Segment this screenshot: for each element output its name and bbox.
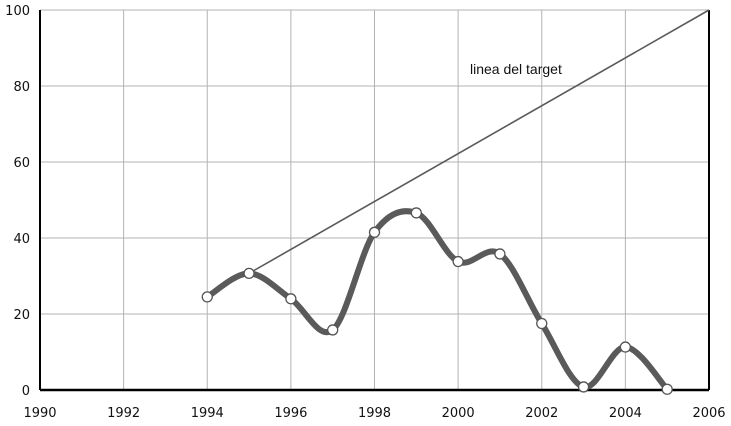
data-point <box>661 383 673 395</box>
y-tick-label: 20 <box>13 308 30 323</box>
x-tick-label: 1998 <box>358 406 391 421</box>
data-point <box>285 293 297 305</box>
data-point <box>368 226 381 238</box>
target-line-group <box>248 9 710 275</box>
x-tick-label: 1996 <box>274 406 307 421</box>
x-tick-label: 2000 <box>442 406 475 421</box>
data-point <box>536 317 548 330</box>
data-point <box>619 341 632 353</box>
grid-lines <box>40 9 710 390</box>
data-point <box>452 255 464 268</box>
y-tick-label: 0 <box>22 384 30 399</box>
x-tick-label: 2002 <box>525 406 558 421</box>
data-point <box>327 324 339 336</box>
y-tick-label: 60 <box>13 156 30 171</box>
tick-labels: 1990 1992 1994 1996 1998 2000 2002 2004 2006 0 20 4… <box>5 4 725 421</box>
y-tick-label: 40 <box>13 232 30 247</box>
markers-group <box>201 207 673 395</box>
data-point <box>243 267 255 279</box>
target-line <box>248 9 710 275</box>
y-tick-label: 80 <box>13 80 30 95</box>
target-line-label: linea del target <box>470 61 562 77</box>
x-tick-label: 2004 <box>609 406 642 421</box>
x-tick-label: 1990 <box>23 406 56 421</box>
data-point <box>494 248 506 260</box>
data-point <box>410 207 422 219</box>
x-tick-label: 1994 <box>191 406 224 421</box>
data-point <box>577 381 590 393</box>
y-tick-label: 100 <box>5 4 30 19</box>
x-tick-label: 2006 <box>692 406 725 421</box>
x-tick-label: 1992 <box>107 406 140 421</box>
data-point <box>201 291 213 303</box>
axes <box>39 10 710 392</box>
